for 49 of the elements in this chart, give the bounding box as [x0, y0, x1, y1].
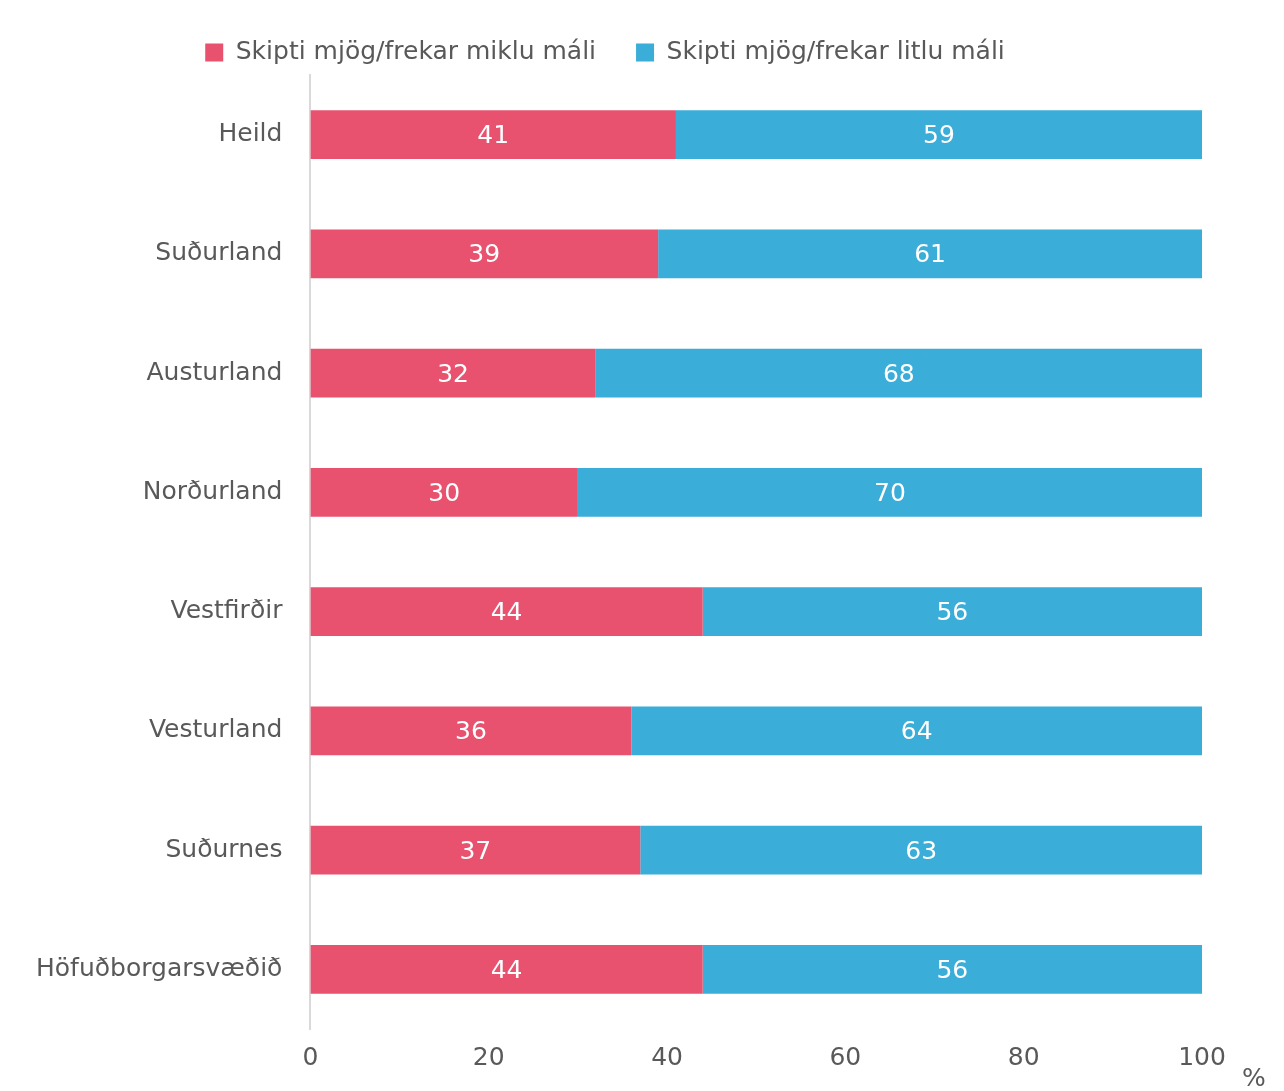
- data-label: 56: [936, 954, 969, 984]
- bar: [310, 825, 641, 875]
- bar: [658, 229, 1202, 279]
- x-tick-label: 40: [651, 1041, 683, 1071]
- data-label: 68: [882, 358, 915, 388]
- bar: [631, 706, 1202, 756]
- legend-label: Skipti mjög/frekar miklu máli: [235, 36, 597, 65]
- data-label: 56: [936, 597, 969, 627]
- y-tick-label: Suðurnes: [165, 833, 283, 863]
- bar: [640, 825, 1202, 875]
- y-tick-label: Austurland: [146, 356, 283, 386]
- bar: [310, 110, 676, 160]
- data-label: 39: [468, 239, 501, 269]
- bar: [310, 229, 659, 279]
- bar: [702, 587, 1202, 637]
- x-tick-label: 20: [472, 1041, 505, 1071]
- data-label: 63: [905, 835, 938, 865]
- x-tick-label: 0: [302, 1041, 319, 1071]
- data-label: 36: [454, 716, 487, 746]
- bar: [310, 944, 703, 994]
- y-tick-label: Höfuðborgarsvæðið: [35, 952, 283, 982]
- data-label: 59: [923, 120, 955, 150]
- y-tick-label: Norðurland: [142, 475, 283, 505]
- bar: [577, 467, 1202, 517]
- data-label: 64: [900, 716, 933, 746]
- bar: [310, 348, 596, 398]
- x-tick-label: 100: [1178, 1041, 1226, 1071]
- data-label: 41: [477, 120, 510, 150]
- bar: [310, 706, 632, 756]
- x-tick-label: 80: [1007, 1041, 1040, 1071]
- data-label: 44: [490, 954, 523, 984]
- y-tick-label: Vestfirðir: [170, 595, 284, 625]
- bar: [310, 587, 703, 637]
- y-tick-label: Vesturland: [148, 714, 283, 744]
- data-label: 70: [874, 477, 906, 507]
- bar: [702, 944, 1202, 994]
- data-label: 44: [490, 597, 523, 627]
- x-axis-title: %: [1242, 1062, 1266, 1091]
- data-label: 61: [914, 239, 946, 269]
- legend-label: Skipti mjög/frekar litlu máli: [666, 36, 1005, 65]
- bar: [595, 348, 1202, 398]
- data-label: 30: [428, 477, 461, 507]
- y-tick-label: Heild: [218, 118, 283, 148]
- x-tick-label: 60: [829, 1041, 862, 1071]
- data-label: 32: [437, 358, 469, 388]
- bar: [675, 110, 1202, 160]
- y-tick-label: Suðurland: [155, 237, 283, 267]
- data-label: 37: [459, 835, 492, 865]
- bar: [310, 467, 578, 517]
